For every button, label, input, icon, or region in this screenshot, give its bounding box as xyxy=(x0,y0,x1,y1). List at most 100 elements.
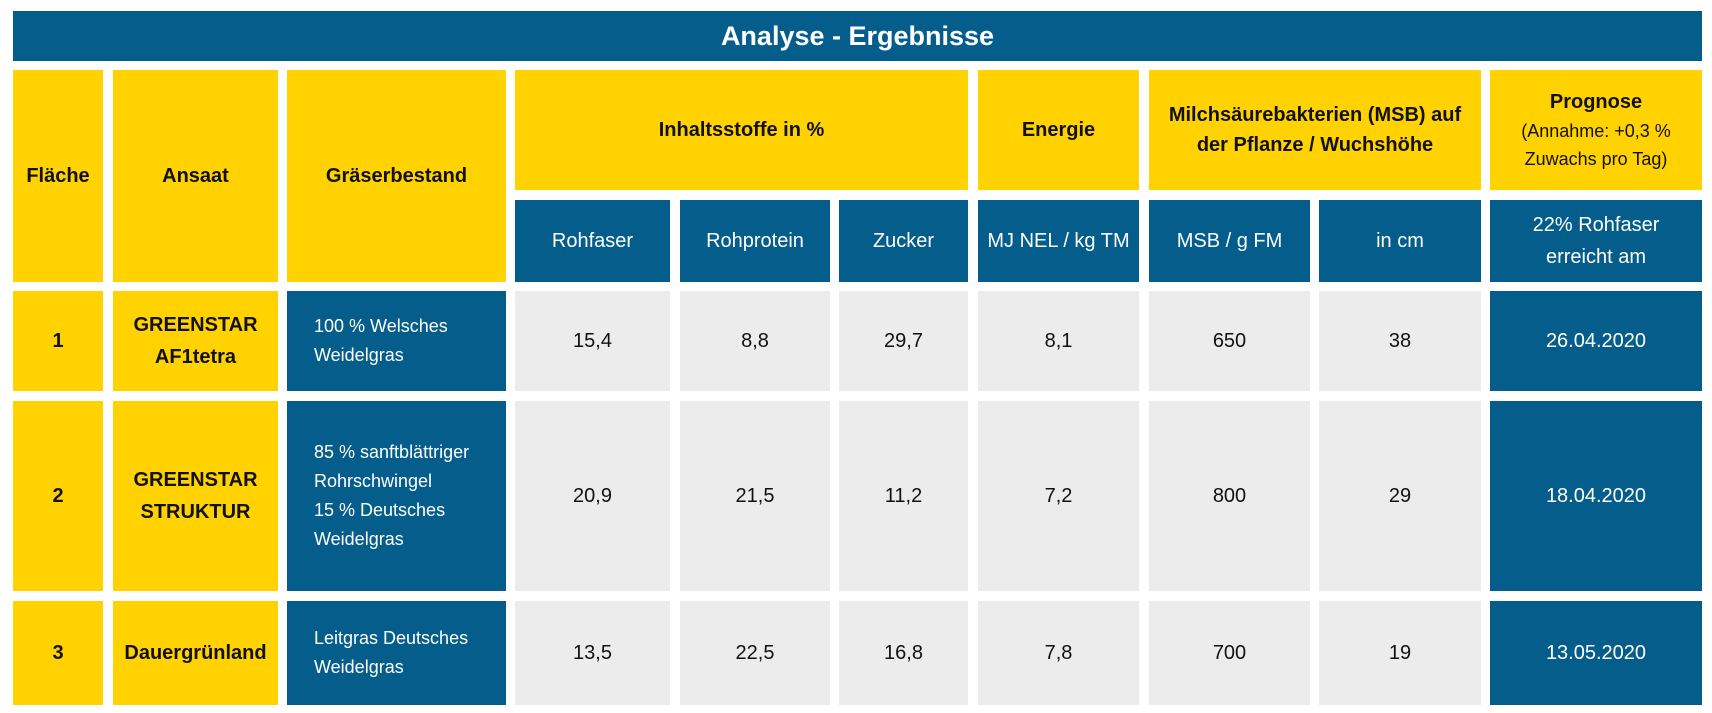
cell-graeserbestand-line: Rohrschwingel xyxy=(314,471,433,491)
cell-wuchshoehe: 38 xyxy=(1319,291,1481,391)
cell-msb-value: 650 xyxy=(1212,329,1247,352)
subheader-zucker: Zucker xyxy=(839,200,968,282)
subheader-zucker-label: Zucker xyxy=(872,230,935,252)
cell-wuchshoehe: 29 xyxy=(1319,401,1481,591)
header-graeserbestand-label: Gräserbestand xyxy=(325,165,468,187)
cell-graeserbestand-lines: Leitgras Deutsches Weidelgras xyxy=(314,624,468,682)
cell-graeserbestand-lines: 85 % sanftblättriger Rohrschwingel 15 % De… xyxy=(314,438,469,554)
cell-energie-value: 7,2 xyxy=(1044,484,1073,507)
subheader-prognose: 22% Rohfaser erreicht am xyxy=(1490,200,1702,282)
cell-prognose-datum-value: 26.04.2020 xyxy=(1545,329,1647,352)
cell-prognose-datum: 18.04.2020 xyxy=(1490,401,1702,591)
cell-wuchshoehe-value: 29 xyxy=(1388,484,1412,507)
header-graeserbestand: Gräserbestand xyxy=(287,70,506,282)
cell-flaeche: 3 xyxy=(13,601,103,705)
subheader-prognose-line2: erreicht am xyxy=(1545,246,1647,268)
cell-graeserbestand: 85 % sanftblättriger Rohrschwingel 15 % De… xyxy=(287,401,506,591)
cell-prognose-datum: 13.05.2020 xyxy=(1490,601,1702,705)
header-prognose-line1: (Annahme: +0,3 % xyxy=(1521,121,1671,141)
cell-graeserbestand-line: 85 % sanftblättriger xyxy=(314,442,470,462)
cell-rohfaser-value: 20,9 xyxy=(573,484,612,507)
cell-prognose-datum: 26.04.2020 xyxy=(1490,291,1702,391)
cell-ansaat-line: GREENSTAR xyxy=(133,314,258,336)
cell-flaeche-value: 1 xyxy=(52,330,64,352)
cell-ansaat-lines: GREENSTAR AF1tetra xyxy=(133,309,257,373)
header-flaeche-label: Fläche xyxy=(26,165,90,187)
cell-rohfaser-value: 13,5 xyxy=(573,641,612,664)
cell-energie-value: 7,8 xyxy=(1044,641,1073,664)
header-flaeche: Fläche xyxy=(13,70,103,282)
cell-zucker: 16,8 xyxy=(839,601,968,705)
cell-ansaat-line: Dauergrünland xyxy=(124,642,267,664)
cell-rohprotein: 8,8 xyxy=(680,291,830,391)
cell-wuchshoehe-value: 38 xyxy=(1388,329,1412,352)
cell-wuchshoehe: 19 xyxy=(1319,601,1481,705)
header-prognose-title: Prognose xyxy=(1549,91,1643,113)
cell-graeserbestand-line: Weidelgras xyxy=(314,657,404,677)
cell-msb-value: 700 xyxy=(1212,641,1247,664)
cell-rohprotein-value: 22,5 xyxy=(735,641,775,664)
header-prognose-line2: Zuwachs pro Tag) xyxy=(1524,149,1668,169)
header-ansaat-label: Ansaat xyxy=(162,165,229,187)
header-ansaat: Ansaat xyxy=(113,70,278,282)
cell-ansaat-lines: GREENSTAR STRUKTUR xyxy=(133,464,257,528)
subheader-rohprotein-label: Rohprotein xyxy=(706,230,804,252)
header-inhaltsstoffe: Inhaltsstoffe in % xyxy=(515,70,968,190)
cell-rohprotein: 22,5 xyxy=(680,601,830,705)
header-inhaltsstoffe-label: Inhaltsstoffe in % xyxy=(658,119,825,141)
cell-graeserbestand-line: 100 % Welsches xyxy=(314,316,448,336)
cell-rohprotein-value: 21,5 xyxy=(735,484,775,507)
cell-ansaat-line: GREENSTAR xyxy=(133,469,258,491)
cell-graeserbestand-line: Weidelgras xyxy=(314,529,404,549)
cell-flaeche: 2 xyxy=(13,401,103,591)
header-prognose: Prognose (Annahme: +0,3 % Zuwachs pro Ta… xyxy=(1490,70,1702,190)
cell-prognose-datum-value: 13.05.2020 xyxy=(1545,641,1647,664)
cell-rohfaser: 15,4 xyxy=(515,291,670,391)
cell-ansaat: GREENSTAR STRUKTUR xyxy=(113,401,278,591)
cell-zucker: 29,7 xyxy=(839,291,968,391)
cell-zucker-value: 29,7 xyxy=(884,329,923,352)
cell-graeserbestand-line: Weidelgras xyxy=(314,345,404,365)
cell-msb: 800 xyxy=(1149,401,1310,591)
cell-graeserbestand: Leitgras Deutsches Weidelgras xyxy=(287,601,506,705)
cell-ansaat-line: AF1tetra xyxy=(154,346,237,368)
subheader-hoehe-unit-label: in cm xyxy=(1376,230,1424,252)
cell-flaeche: 1 xyxy=(13,291,103,391)
cell-zucker: 11,2 xyxy=(839,401,968,591)
subheader-rohprotein: Rohprotein xyxy=(680,200,830,282)
cell-ansaat: Dauergrünland xyxy=(113,601,278,705)
cell-flaeche-value: 3 xyxy=(52,642,64,664)
subheader-msb-unit-label: MSB / g FM xyxy=(1176,230,1283,252)
header-energie: Energie xyxy=(978,70,1139,190)
subheader-hoehe-unit: in cm xyxy=(1319,200,1481,282)
cell-rohfaser: 20,9 xyxy=(515,401,670,591)
cell-ansaat-lines: Dauergrünland xyxy=(124,637,266,669)
cell-energie: 8,1 xyxy=(978,291,1139,391)
cell-graeserbestand-lines: 100 % Welsches Weidelgras xyxy=(314,312,448,370)
cell-rohfaser-value: 15,4 xyxy=(573,329,612,352)
cell-prognose-datum-value: 18.04.2020 xyxy=(1545,484,1647,507)
header-msb-line2: der Pflanze / Wuchshöhe xyxy=(1196,134,1434,156)
cell-msb: 650 xyxy=(1149,291,1310,391)
subheader-energie-unit: MJ NEL / kg TM xyxy=(978,200,1139,282)
table-title: Analyse - Ergebnisse xyxy=(13,11,1702,61)
cell-wuchshoehe-value: 19 xyxy=(1388,641,1412,664)
cell-graeserbestand: 100 % Welsches Weidelgras xyxy=(287,291,506,391)
cell-ansaat: GREENSTAR AF1tetra xyxy=(113,291,278,391)
subheader-energie-unit-label: MJ NEL / kg TM xyxy=(987,230,1130,252)
header-energie-label: Energie xyxy=(1021,119,1096,141)
cell-zucker-value: 16,8 xyxy=(884,641,923,664)
cell-msb-value: 800 xyxy=(1212,484,1247,507)
cell-flaeche-value: 2 xyxy=(52,485,64,507)
header-msb: Milchsäurebakterien (MSB) auf der Pflanz… xyxy=(1149,70,1481,190)
cell-msb: 700 xyxy=(1149,601,1310,705)
cell-graeserbestand-line: Leitgras Deutsches xyxy=(314,628,469,648)
subheader-msb-unit: MSB / g FM xyxy=(1149,200,1310,282)
cell-rohprotein-value: 8,8 xyxy=(741,329,769,352)
cell-rohfaser: 13,5 xyxy=(515,601,670,705)
cell-ansaat-line: STRUKTUR xyxy=(140,501,251,523)
cell-zucker-value: 11,2 xyxy=(884,484,923,507)
subheader-prognose-line1: 22% Rohfaser xyxy=(1532,214,1660,236)
cell-energie-value: 8,1 xyxy=(1044,329,1073,352)
cell-energie: 7,2 xyxy=(978,401,1139,591)
